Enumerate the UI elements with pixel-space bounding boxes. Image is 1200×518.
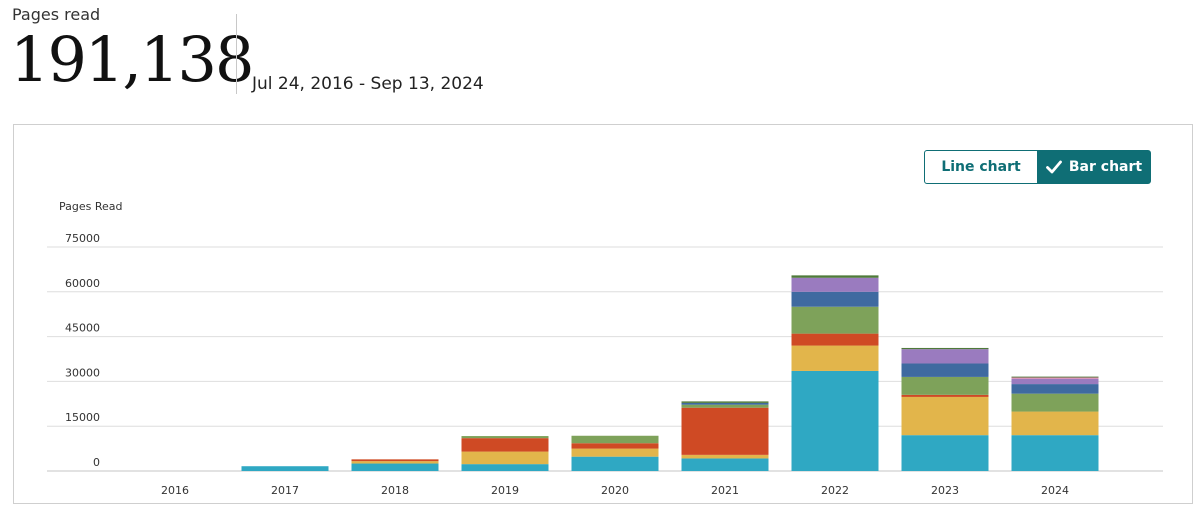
bar-segment — [901, 435, 989, 471]
bar-segment — [351, 461, 439, 464]
bar-segment — [1011, 435, 1099, 471]
y-tick-label: 0 — [93, 456, 100, 469]
y-tick-label: 60000 — [65, 277, 100, 290]
bar-segment — [901, 363, 989, 377]
bar-segment — [791, 345, 879, 371]
bar-segment — [791, 370, 879, 471]
line-chart-button-label: Line chart — [941, 159, 1021, 175]
x-tick-label: 2016 — [161, 484, 189, 497]
total-pages-read: 191,138 — [10, 23, 254, 96]
bar-segment — [791, 306, 879, 334]
bar-segment — [571, 448, 659, 457]
date-range: Jul 24, 2016 - Sep 13, 2024 — [252, 74, 484, 94]
x-tick-label: 2024 — [1041, 484, 1069, 497]
x-tick-label: 2021 — [711, 484, 739, 497]
x-tick-label: 2017 — [271, 484, 299, 497]
bar-segment — [901, 347, 989, 350]
header-divider — [236, 14, 237, 94]
bar-segment — [681, 454, 769, 459]
bar-segment — [461, 436, 549, 439]
bar-segment — [681, 404, 769, 408]
bar-segment — [461, 451, 549, 465]
bar-segment — [1011, 377, 1099, 379]
bar-segment — [1011, 378, 1099, 385]
bar-segment — [681, 407, 769, 455]
bar-segment — [901, 394, 989, 397]
y-tick-label: 15000 — [65, 411, 100, 424]
bar-segment — [1011, 384, 1099, 394]
bar-segment — [571, 435, 659, 444]
bar-segment — [901, 376, 989, 395]
bar-segment — [681, 401, 769, 403]
bar-segment — [901, 396, 989, 436]
y-tick-label: 45000 — [65, 322, 100, 335]
bar-segment — [571, 456, 659, 471]
bar-segment — [351, 459, 439, 462]
x-tick-label: 2023 — [931, 484, 959, 497]
y-axis-title: Pages Read — [59, 200, 123, 213]
bar-segment — [681, 402, 769, 405]
bar-segment — [461, 464, 549, 471]
y-tick-label: 30000 — [65, 366, 100, 379]
bar-segment — [901, 349, 989, 364]
x-tick-label: 2018 — [381, 484, 409, 497]
x-tick-label: 2020 — [601, 484, 629, 497]
bar-chart-button-label: Bar chart — [1068, 159, 1143, 175]
bar-segment — [571, 443, 659, 449]
bar-segment — [791, 291, 879, 307]
bar-segment — [461, 438, 549, 452]
x-tick-label: 2019 — [491, 484, 519, 497]
metric-label: Pages read — [12, 5, 101, 24]
bar-segment — [1011, 393, 1099, 412]
y-tick-label: 75000 — [65, 232, 100, 245]
checkmark-icon — [1045, 160, 1062, 174]
bar-chart-button[interactable]: Bar chart — [1037, 150, 1151, 184]
bar-segment — [791, 333, 879, 346]
bar-segment — [791, 277, 879, 292]
bar-segment — [1011, 376, 1099, 378]
line-chart-button[interactable]: Line chart — [924, 150, 1038, 184]
bar-segment — [681, 458, 769, 471]
bar-segment — [1011, 411, 1099, 436]
x-tick-label: 2022 — [821, 484, 849, 497]
bar-segment — [791, 275, 879, 278]
bar-segment — [351, 463, 439, 471]
bar-segment — [241, 466, 329, 471]
